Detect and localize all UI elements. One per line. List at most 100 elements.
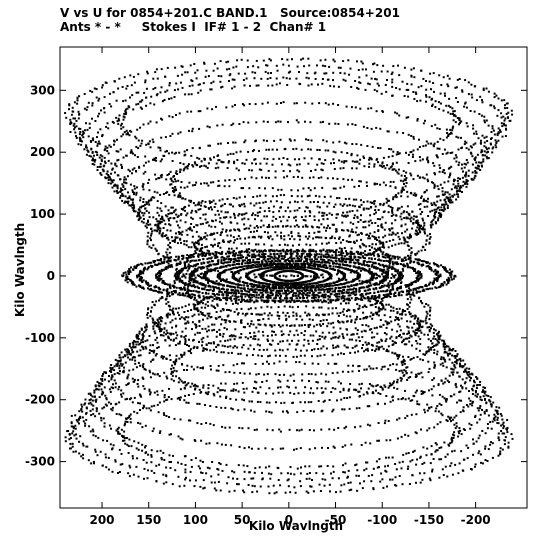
uv-point	[443, 203, 446, 206]
uv-point	[397, 235, 400, 238]
uv-point	[333, 268, 336, 271]
uv-point	[240, 257, 243, 260]
uv-point	[132, 209, 135, 211]
uv-point	[400, 290, 403, 293]
uv-point	[311, 339, 314, 342]
uv-point	[251, 253, 254, 256]
uv-point	[380, 297, 383, 300]
uv-point	[231, 275, 234, 278]
uv-point	[166, 253, 169, 256]
uv-point	[387, 255, 390, 257]
uv-point	[370, 258, 373, 261]
uv-point	[285, 284, 288, 287]
uv-point	[385, 259, 388, 262]
uv-point	[155, 274, 157, 277]
uv-point	[171, 293, 173, 296]
uv-point	[260, 295, 263, 298]
uv-point	[285, 275, 288, 278]
uv-point	[293, 282, 296, 285]
uv-point	[261, 255, 264, 258]
uv-point	[157, 323, 159, 326]
uv-point	[183, 240, 186, 243]
uv-point	[324, 300, 326, 303]
uv-point	[339, 241, 342, 244]
uv-point	[271, 283, 274, 286]
uv-point	[396, 232, 399, 235]
uv-point	[327, 301, 330, 304]
uv-point	[264, 263, 267, 266]
uv-point	[197, 313, 200, 316]
uv-point	[235, 197, 238, 200]
uv-point	[220, 205, 223, 208]
uv-point	[419, 285, 422, 288]
uv-point	[333, 237, 336, 240]
uv-point	[349, 351, 352, 354]
uv-point	[291, 306, 294, 309]
uv-point	[428, 282, 431, 285]
uv-point	[406, 266, 409, 269]
uv-point	[359, 262, 362, 265]
uv-point	[256, 250, 258, 253]
uv-point	[225, 302, 228, 305]
uv-point	[176, 273, 179, 276]
uv-point	[346, 214, 349, 217]
uv-point	[321, 285, 324, 288]
uv-point	[263, 157, 266, 160]
uv-point	[348, 261, 351, 264]
uv-point	[327, 278, 330, 281]
uv-point	[379, 183, 382, 186]
uv-point	[334, 256, 337, 259]
uv-point	[186, 320, 189, 323]
uv-point	[291, 267, 294, 270]
uv-point	[160, 277, 163, 280]
uv-point	[379, 264, 382, 267]
uv-point	[342, 267, 345, 270]
uv-point	[142, 205, 145, 207]
uv-point	[409, 289, 412, 292]
uv-point	[373, 266, 376, 269]
uv-point	[303, 157, 306, 160]
uv-point	[399, 333, 401, 336]
uv-point	[319, 280, 322, 283]
uv-point	[254, 248, 257, 251]
uv-point	[166, 229, 169, 232]
uv-point	[165, 234, 168, 237]
uv-point	[243, 259, 245, 262]
uv-point	[238, 259, 241, 262]
uv-point	[239, 268, 242, 271]
uv-point	[239, 352, 242, 355]
uv-point	[381, 285, 384, 287]
uv-point	[183, 336, 186, 339]
uv-point	[177, 214, 180, 217]
uv-point	[236, 286, 239, 289]
uv-point	[214, 251, 217, 253]
uv-point	[412, 356, 415, 359]
uv-point	[244, 237, 247, 240]
uv-point	[448, 347, 451, 350]
uv-point	[212, 263, 215, 266]
uv-point	[260, 250, 263, 253]
uv-point	[210, 256, 213, 259]
uv-point	[142, 341, 144, 344]
uv-point	[179, 288, 182, 291]
uv-point	[187, 294, 190, 297]
uv-point	[380, 268, 383, 271]
uv-point	[278, 374, 281, 376]
uv-point	[299, 283, 302, 286]
uv-point	[406, 303, 409, 306]
uv-point	[245, 267, 248, 270]
uv-point	[278, 285, 280, 288]
uv-point	[280, 284, 282, 287]
uv-point	[323, 195, 326, 198]
uv-point	[348, 197, 351, 200]
uv-point	[288, 280, 291, 282]
uv-point	[284, 286, 287, 288]
uv-point	[296, 256, 299, 259]
uv-point	[310, 157, 313, 160]
uv-point	[333, 293, 336, 296]
uv-point	[355, 297, 358, 300]
uv-point	[328, 296, 331, 299]
uv-point	[190, 211, 193, 214]
uv-point	[346, 346, 349, 349]
uv-point	[135, 266, 138, 269]
